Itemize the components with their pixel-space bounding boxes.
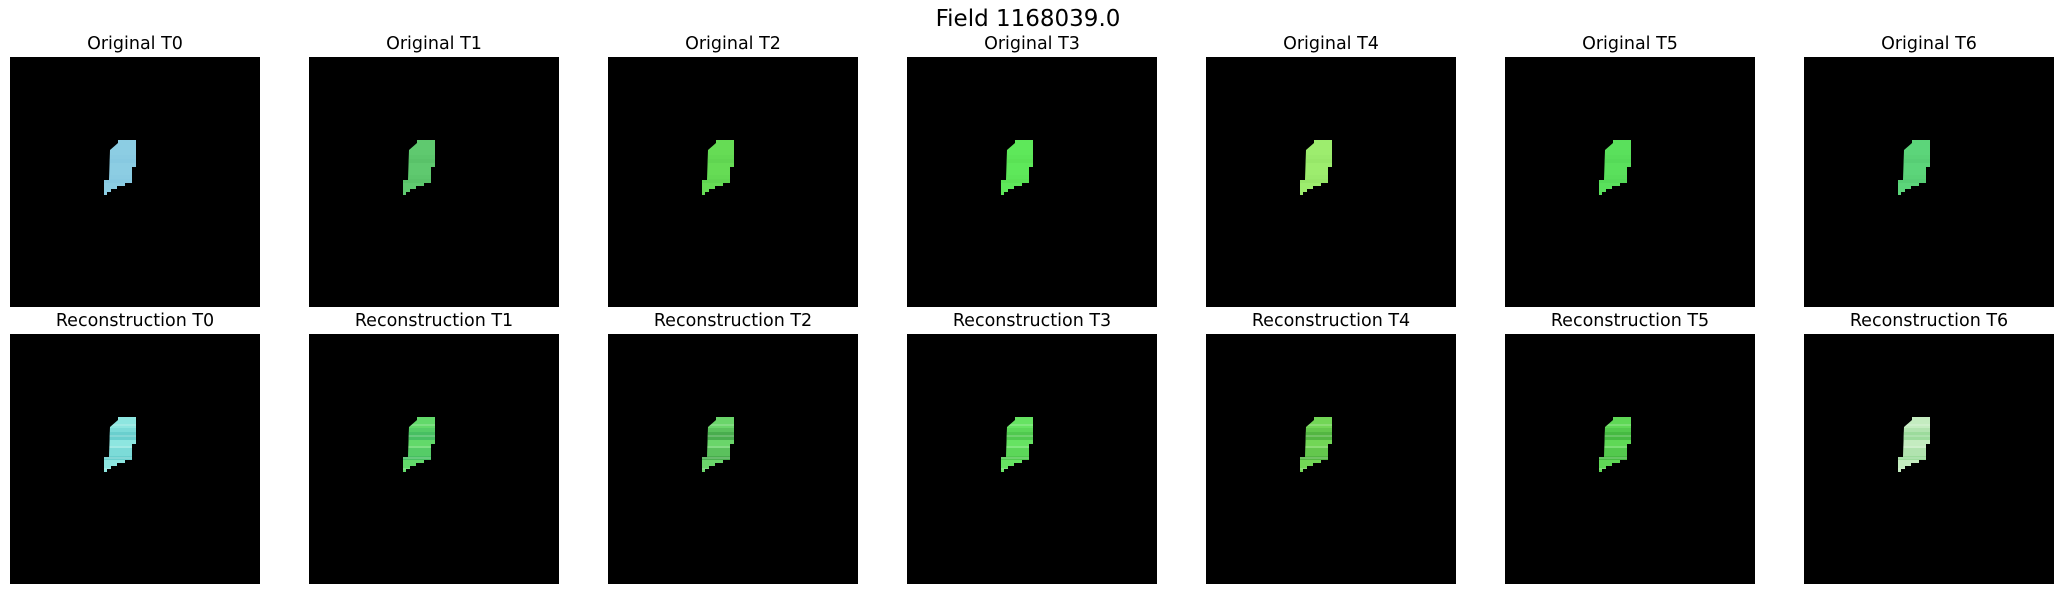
- reconstruction-image-panel: [1804, 334, 2054, 584]
- original-image-panel: [10, 57, 260, 307]
- field-image: [1804, 334, 2054, 584]
- reconstruction-panel-title: Reconstruction T1: [354, 311, 514, 331]
- reconstruction-image-panel: [1505, 334, 1755, 584]
- original-panel-title: Original T6: [1881, 34, 1977, 54]
- field-image: [608, 334, 858, 584]
- field-image: [1206, 57, 1456, 307]
- reconstruction-panel-title: Reconstruction T4: [1251, 311, 1411, 331]
- field-image: [309, 334, 559, 584]
- field-image: [1206, 334, 1456, 584]
- reconstruction-panel-title: Reconstruction T3: [952, 311, 1112, 331]
- original-image-panel: [1206, 57, 1456, 307]
- field-parcel: [702, 140, 734, 195]
- reconstruction-image-panel: [1206, 334, 1456, 584]
- original-panel-title: Original T3: [984, 34, 1080, 54]
- original-panel-title: Original T0: [87, 34, 183, 54]
- reconstruction-panel-title: Reconstruction T6: [1849, 311, 2009, 331]
- field-parcel: [1898, 140, 1930, 195]
- reconstruction-panel-title: Reconstruction T0: [55, 311, 215, 331]
- original-panel-title: Original T4: [1283, 34, 1379, 54]
- reconstruction-panel-title: Reconstruction T2: [653, 311, 813, 331]
- field-image: [608, 57, 858, 307]
- field-parcel: [104, 140, 136, 195]
- original-image-panel: [309, 57, 559, 307]
- original-panel-title: Original T1: [386, 34, 482, 54]
- field-image: [309, 57, 559, 307]
- field-image: [1505, 334, 1755, 584]
- field-image: [10, 57, 260, 307]
- field-image: [10, 334, 260, 584]
- original-image-panel: [907, 57, 1157, 307]
- field-image: [1505, 57, 1755, 307]
- field-parcel: [1300, 140, 1332, 195]
- field-parcel: [1599, 140, 1631, 195]
- original-panel-title: Original T5: [1582, 34, 1678, 54]
- field-parcel: [1001, 140, 1033, 195]
- field-image: [1804, 57, 2054, 307]
- field-parcel: [403, 140, 435, 195]
- reconstruction-image-panel: [608, 334, 858, 584]
- original-image-panel: [1505, 57, 1755, 307]
- field-image: [907, 57, 1157, 307]
- original-image-panel: [1804, 57, 2054, 307]
- figure-title: Field 1168039.0: [935, 6, 1121, 32]
- reconstruction-image-panel: [10, 334, 260, 584]
- original-panel-title: Original T2: [685, 34, 781, 54]
- reconstruction-panel-title: Reconstruction T5: [1550, 311, 1710, 331]
- reconstruction-image-panel: [309, 334, 559, 584]
- reconstruction-image-panel: [907, 334, 1157, 584]
- original-image-panel: [608, 57, 858, 307]
- field-image: [907, 334, 1157, 584]
